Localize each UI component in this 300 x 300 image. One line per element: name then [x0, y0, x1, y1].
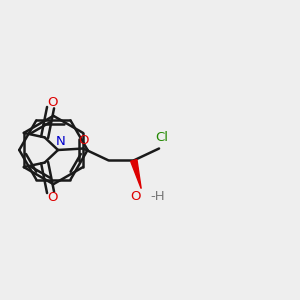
- Text: -H: -H: [150, 190, 165, 203]
- Text: O: O: [47, 191, 57, 204]
- Text: O: O: [131, 190, 141, 203]
- Text: O: O: [78, 134, 88, 147]
- Polygon shape: [130, 160, 141, 189]
- Text: N: N: [56, 135, 65, 148]
- Text: O: O: [47, 96, 57, 109]
- Text: Cl: Cl: [155, 131, 169, 144]
